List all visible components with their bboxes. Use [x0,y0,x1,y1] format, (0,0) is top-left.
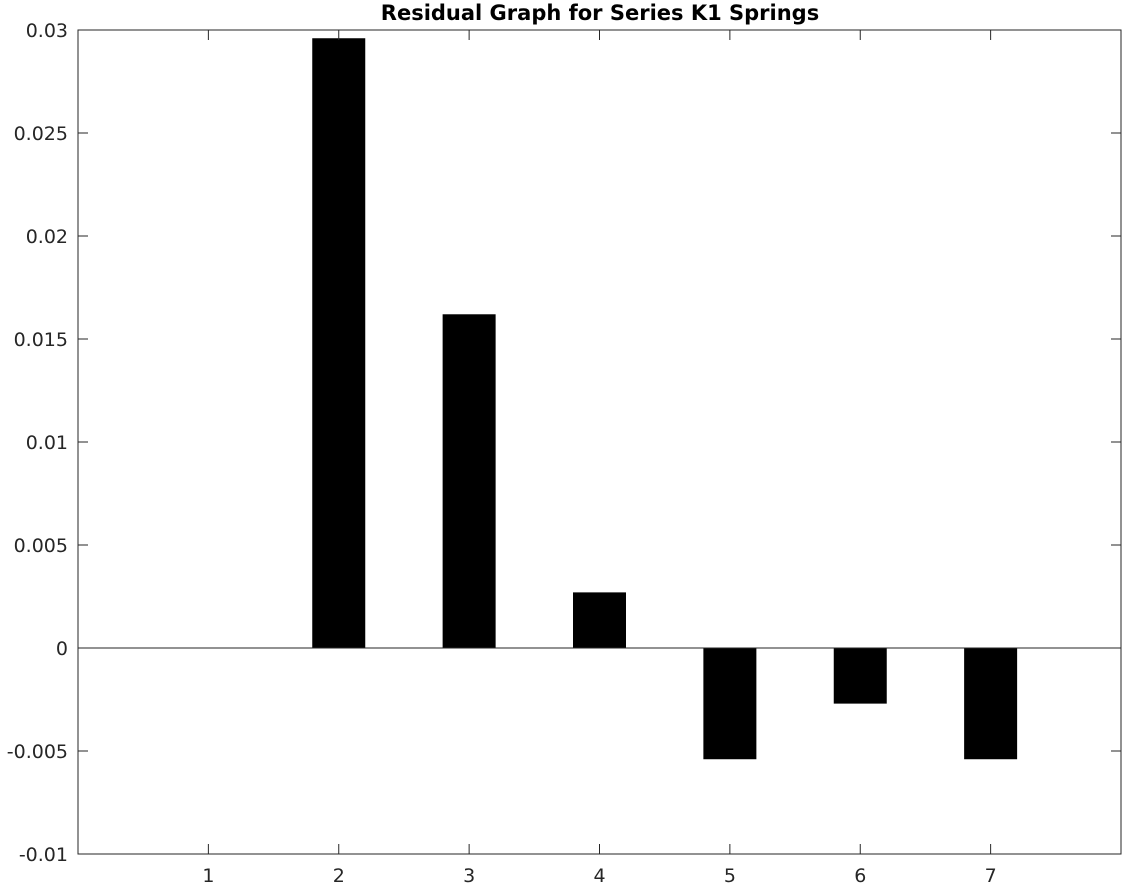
x-tick-label: 4 [593,865,605,885]
bar-4 [573,592,626,648]
y-tick-label: 0 [56,638,68,660]
chart-title: Residual Graph for Series K1 Springs [381,1,819,25]
x-tick-label: 1 [202,865,214,885]
y-tick-label: -0.005 [7,741,68,763]
y-tick-label: 0.005 [14,535,68,557]
y-tick-label: 0.01 [26,432,68,454]
x-tick-label: 5 [724,865,736,885]
x-tick-label: 2 [333,865,345,885]
bar-5 [703,648,757,760]
x-tick-label: 6 [854,865,866,885]
y-tick-label: 0.02 [26,226,68,248]
x-tick-label: 3 [463,865,475,885]
y-tick-label: 0.015 [14,329,68,351]
y-tick-label: -0.01 [19,844,68,866]
bar-3 [442,314,496,648]
bar-2 [312,38,366,649]
x-tick-label: 7 [985,865,997,885]
bar-7 [964,648,1018,760]
bar-6 [833,648,887,704]
y-tick-label: 0.025 [14,123,68,145]
y-tick-label: 0.03 [26,20,68,42]
